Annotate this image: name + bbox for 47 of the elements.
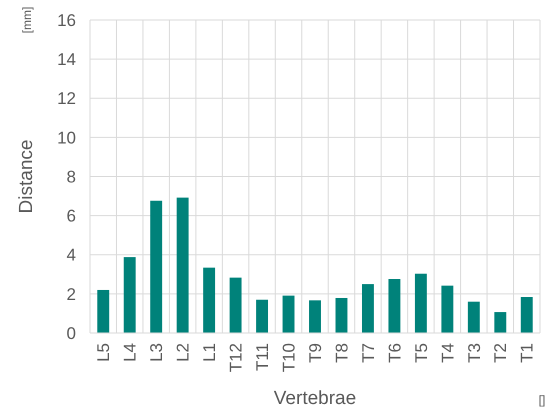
x-tick-label: T12	[226, 343, 246, 372]
bar	[150, 200, 162, 333]
y-tick-label: 0	[66, 324, 76, 343]
x-tick-label: L2	[174, 343, 193, 362]
y-tick-label: 6	[66, 206, 76, 226]
y-tick-label: 16	[57, 10, 76, 30]
y-tick-label: 14	[57, 50, 76, 70]
bar	[468, 302, 480, 333]
x-tick-label: L4	[120, 343, 140, 362]
text: []	[538, 393, 546, 407]
x-tick-label: T2	[491, 343, 510, 363]
x-tick-label: L3	[147, 343, 166, 362]
x-tick-label: T4	[438, 343, 458, 363]
bar	[520, 297, 533, 333]
y-axis-title: Distance	[16, 140, 37, 214]
bar	[203, 268, 216, 333]
bar	[362, 284, 374, 333]
x-axis-title: Vertebrae	[274, 388, 356, 409]
x-tick-label: T10	[279, 343, 298, 372]
bar	[97, 290, 110, 333]
bar	[309, 300, 321, 333]
y-tick-label: 4	[66, 246, 76, 265]
bar	[336, 298, 348, 333]
x-tick-label: T8	[332, 343, 352, 363]
bar	[124, 257, 136, 333]
bar	[494, 312, 506, 333]
bar	[230, 278, 242, 333]
bar	[282, 296, 294, 333]
y-tick-label: 8	[66, 167, 76, 186]
text: [mm]	[20, 6, 34, 34]
y-tick-label: 2	[66, 284, 76, 304]
bar	[176, 198, 189, 333]
bar	[441, 286, 454, 333]
bar	[414, 274, 427, 333]
bar	[256, 300, 268, 333]
x-tick-label: L1	[200, 343, 220, 362]
x-tick-label: T11	[253, 343, 272, 372]
x-tick-label: T9	[306, 343, 325, 363]
x-tick-label: T6	[385, 343, 404, 363]
x-tick-label: L5	[94, 343, 114, 362]
x-tick-label: T5	[412, 343, 431, 363]
bar	[388, 279, 400, 333]
x-tick-label: T7	[358, 343, 378, 363]
x-tick-label: T1	[518, 343, 537, 363]
y-tick-label: 12	[57, 89, 76, 108]
x-tick-label: T3	[464, 343, 484, 363]
y-tick-label: 10	[57, 128, 76, 148]
